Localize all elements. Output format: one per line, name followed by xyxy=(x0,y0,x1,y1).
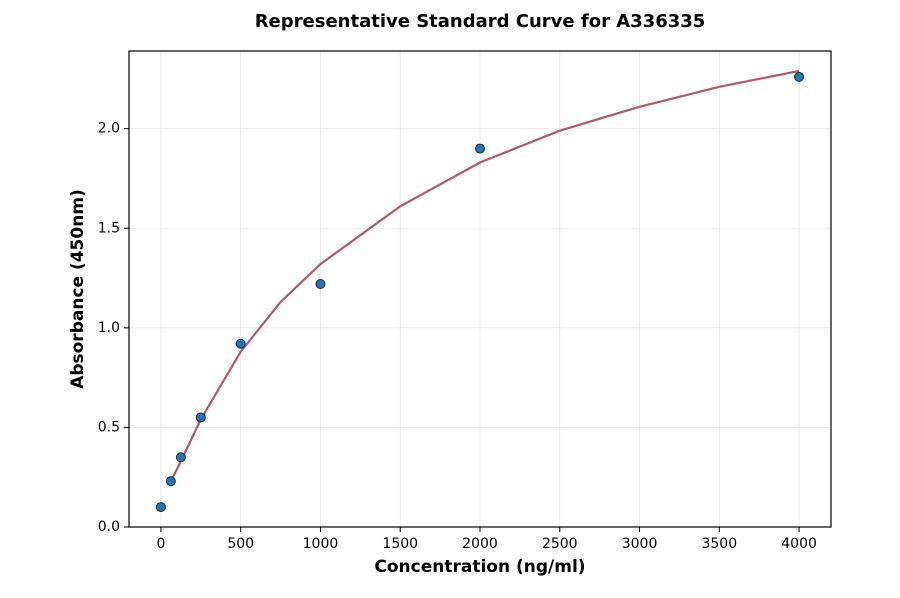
data-point xyxy=(315,279,326,290)
y-tick-label: 0.0 xyxy=(98,519,120,535)
data-point xyxy=(195,412,206,423)
data-point xyxy=(165,476,176,487)
x-tick-label: 500 xyxy=(227,536,254,552)
fit-curve xyxy=(169,69,800,482)
x-tick-label: 3000 xyxy=(622,536,658,552)
chart-title: Representative Standard Curve for A33633… xyxy=(255,11,706,32)
data-point xyxy=(794,71,805,82)
x-tick-label: 1500 xyxy=(382,536,418,552)
x-tick-label: 2000 xyxy=(462,536,498,552)
y-tick-label: 1.0 xyxy=(98,320,120,336)
y-tick-label: 1.5 xyxy=(98,220,120,236)
data-point xyxy=(235,338,246,349)
data-point xyxy=(155,502,166,513)
x-tick-label: 1000 xyxy=(303,536,339,552)
y-axis-label: Absorbance (450nm) xyxy=(68,189,88,389)
x-tick-label: 3500 xyxy=(701,536,737,552)
data-point xyxy=(475,143,485,154)
y-tick-label: 0.5 xyxy=(98,419,120,435)
x-tick-label: 2500 xyxy=(542,536,578,552)
x-tick-label: 4000 xyxy=(781,536,817,552)
x-axis-label: Concentration (ng/ml) xyxy=(374,557,585,577)
y-tick-label: 2.0 xyxy=(98,121,120,137)
plot-frame xyxy=(128,50,832,528)
x-tick-label: 0 xyxy=(156,536,165,552)
data-point xyxy=(175,452,186,463)
